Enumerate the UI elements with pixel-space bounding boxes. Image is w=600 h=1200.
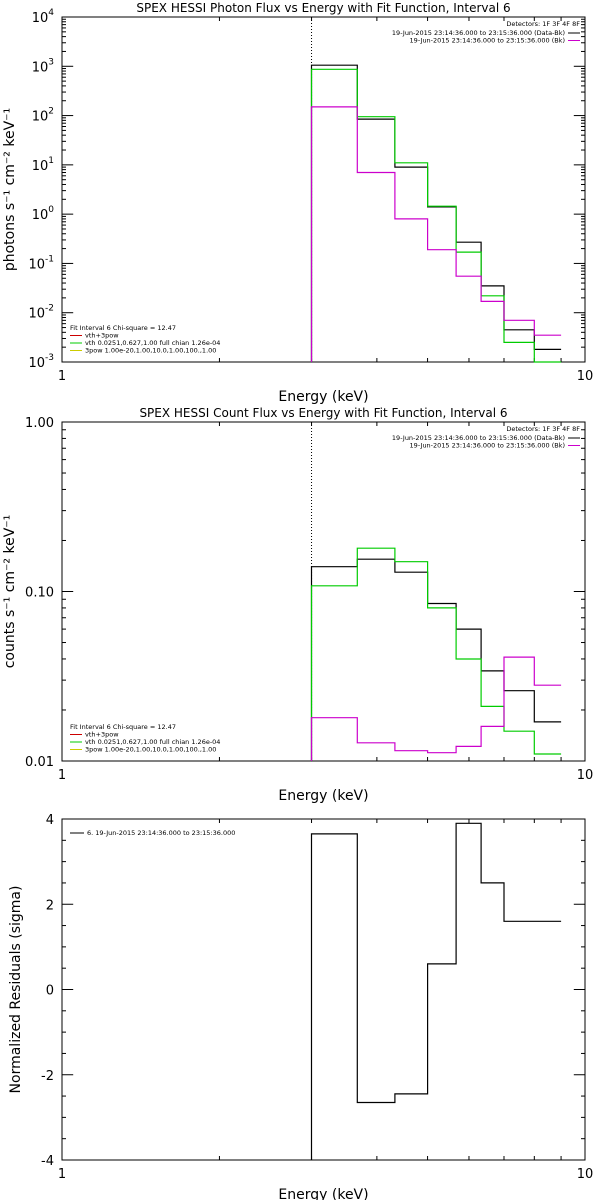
legend-header: Detectors: 1F 3F 4F 8F xyxy=(506,425,580,433)
y-axis-label: photons s⁻¹ cm⁻² keV⁻¹ xyxy=(2,108,18,271)
y-tick-label: 2 xyxy=(46,898,54,913)
y-tick-label: 0.10 xyxy=(25,586,54,601)
plot-frame-1 xyxy=(61,16,586,363)
x-axis-label: Energy (keV) xyxy=(278,389,368,405)
y-tick-label: 100 xyxy=(32,205,55,223)
y-axis-label: Normalized Residuals (sigma) xyxy=(8,886,24,1094)
y-tick-label: 10-2 xyxy=(28,304,54,322)
y-tick-base: 10 xyxy=(32,208,49,223)
y-tick-label: 101 xyxy=(32,156,54,174)
y-tick-base: 10 xyxy=(32,60,49,75)
series-magenta-2 xyxy=(310,656,562,761)
series-green-2 xyxy=(310,547,562,761)
y-tick-exponent: -3 xyxy=(45,353,54,363)
y-tick-label: 103 xyxy=(32,57,54,75)
x-tick-label: 1 xyxy=(58,768,66,783)
x-axis-label: Energy (keV) xyxy=(278,788,368,804)
x-tick-label: 1 xyxy=(58,369,66,384)
x-tick-label: 10 xyxy=(577,768,594,783)
x-axis-label: Energy (keV) xyxy=(278,1187,368,1200)
legend-entry: 19-Jun-2015 23:14:36.000 to 23:15:36.000… xyxy=(410,442,565,450)
legend-entry: 19-Jun-2015 23:14:36.000 to 23:15:36.000… xyxy=(392,29,565,37)
y-axis-label: counts s⁻¹ cm⁻² keV⁻¹ xyxy=(2,515,18,669)
y-tick-label: 4 xyxy=(46,813,54,828)
series-green-1 xyxy=(310,68,562,363)
x-tick-label: 10 xyxy=(577,1167,594,1182)
y-tick-base: 10 xyxy=(32,110,49,125)
y-tick-base: 10 xyxy=(32,11,49,26)
plot-title-2: SPEX HESSI Count Flux vs Energy with Fit… xyxy=(139,406,507,420)
y-tick-base: 10 xyxy=(28,257,45,272)
y-tick-exponent: 1 xyxy=(48,156,54,166)
y-tick-label: 10-3 xyxy=(28,353,54,371)
y-tick-label: 104 xyxy=(32,8,55,26)
legend-entry: vth+3pow xyxy=(85,332,119,340)
plot-title-1: SPEX HESSI Photon Flux vs Energy with Fi… xyxy=(136,1,510,15)
y-tick-base: 10 xyxy=(32,159,49,174)
y-tick-exponent: 4 xyxy=(48,8,54,18)
y-tick-exponent: -1 xyxy=(45,254,54,264)
legend-entry: 3pow 1.00e-20,1.00,10.0,1.00,100.,1.00 xyxy=(85,347,216,355)
y-tick-label: 0 xyxy=(46,984,54,999)
y-tick-label: -2 xyxy=(41,1069,54,1084)
x-tick-label: 1 xyxy=(58,1167,66,1182)
y-tick-base: 10 xyxy=(28,307,45,322)
legend-entry: vth 0.0251,0.627,1.00 full chian 1.26e-0… xyxy=(85,339,220,347)
plot-frame-3 xyxy=(61,818,586,1161)
legend-header: Fit Interval 6 Chi-square = 12.47 xyxy=(70,324,176,332)
y-tick-label: 0.01 xyxy=(25,755,54,770)
plot-frame-2 xyxy=(61,421,586,762)
legend-entry: 19-Jun-2015 23:14:36.000 to 23:15:36.000… xyxy=(410,37,565,45)
series-magenta-1 xyxy=(310,106,562,362)
y-tick-label: 1.00 xyxy=(25,416,54,431)
y-tick-exponent: -2 xyxy=(45,304,54,314)
series-black-3 xyxy=(310,822,562,1160)
legend-header: Detectors: 1F 3F 4F 8F xyxy=(506,20,580,28)
y-tick-label: 102 xyxy=(32,107,54,125)
y-tick-base: 10 xyxy=(28,356,45,371)
series-black-1 xyxy=(310,64,562,362)
y-tick-exponent: 0 xyxy=(48,205,54,215)
legend-entry: vth+3pow xyxy=(85,731,119,739)
y-tick-label: -4 xyxy=(41,1154,54,1169)
x-tick-label: 10 xyxy=(577,369,594,384)
legend-entry: 3pow 1.00e-20,1.00,10.0,1.00,100.,1.00 xyxy=(85,746,216,754)
legend-header: Fit Interval 6 Chi-square = 12.47 xyxy=(70,723,176,731)
legend-entry: vth 0.0251,0.627,1.00 full chian 1.26e-0… xyxy=(85,738,220,746)
y-tick-exponent: 3 xyxy=(48,57,54,67)
legend-entry: 19-Jun-2015 23:14:36.000 to 23:15:36.000… xyxy=(392,434,565,442)
legend-entry: 6. 19-Jun-2015 23:14:36.000 to 23:15:36.… xyxy=(87,829,235,837)
y-tick-label: 10-1 xyxy=(28,254,54,272)
y-tick-exponent: 2 xyxy=(48,107,54,117)
